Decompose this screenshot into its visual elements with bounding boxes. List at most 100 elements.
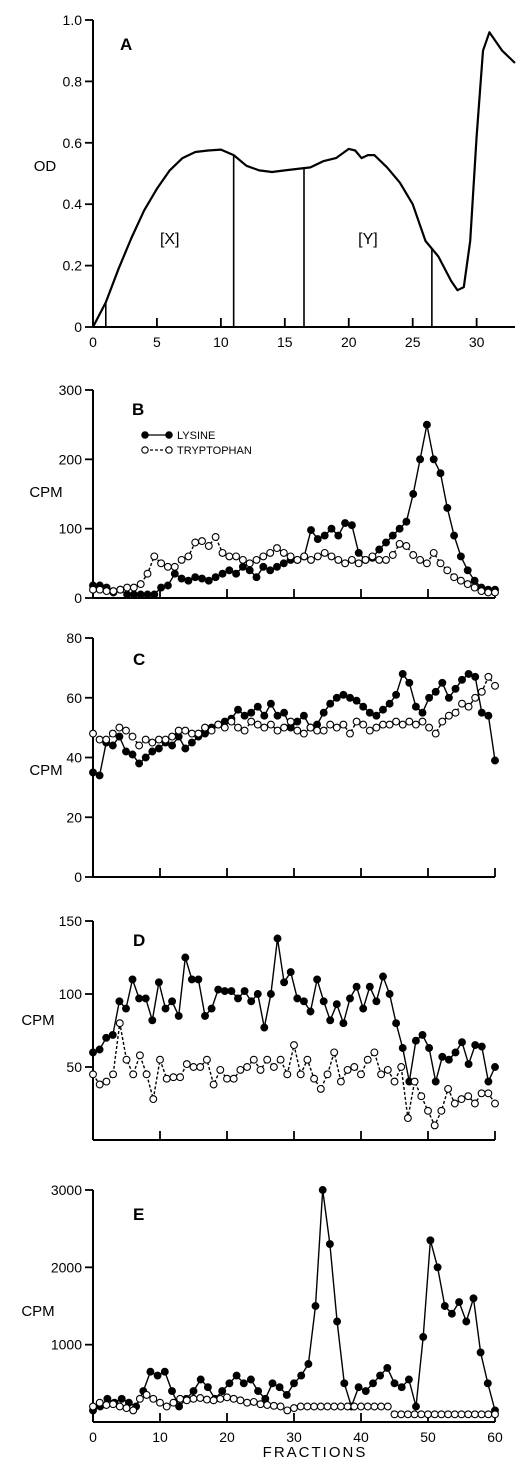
data-point-lysine [326,1016,335,1025]
data-point-lysine [352,982,361,991]
data-point-tryptophan [363,1055,372,1064]
data-point-tryptophan [279,548,288,557]
data-point-lysine [332,693,341,702]
data-point-lysine [146,1367,155,1376]
data-point-tryptophan [422,559,431,568]
data-point-tryptophan [416,555,425,564]
data-point-tryptophan [458,699,466,708]
data-point-tryptophan [116,585,125,594]
data-point-tryptophan [438,717,447,726]
data-point-tryptophan [249,1397,258,1406]
data-point-tryptophan [425,723,434,732]
data-point-lysine [154,744,163,753]
data-point-lysine [117,1394,126,1403]
data-point-lysine [279,559,288,568]
panel-letter: B [132,400,144,419]
data-point-tryptophan [477,1089,486,1098]
data-point-tryptophan [163,562,172,571]
data-point-lysine [259,562,268,571]
data-point-tryptophan [450,1099,459,1108]
data-point-tryptophan [95,1398,104,1407]
data-point-tryptophan [491,588,499,597]
data-point-tryptophan [418,717,427,726]
data-point-tryptophan [357,1070,365,1079]
data-point-tryptophan [109,1070,118,1079]
data-point-tryptophan [249,1055,258,1064]
data-point-tryptophan [450,1410,459,1419]
data-point-tryptophan [115,1402,124,1411]
data-point-tryptophan [444,1084,453,1093]
data-point-lysine [240,711,249,720]
data-point-lysine [227,987,236,996]
data-point-tryptophan [477,587,486,596]
data-point-tryptophan [379,720,387,729]
data-point-lysine [491,1063,499,1071]
data-point-lysine [436,469,445,478]
data-point-tryptophan [89,729,97,738]
panel-letter: A [120,35,132,54]
data-point-tryptophan [201,723,209,732]
data-point-tryptophan [390,1077,399,1086]
data-point-lysine [398,669,407,678]
data-point-lysine [181,953,190,962]
x-tick-label: 40 [353,1429,369,1445]
data-point-lysine [275,1383,284,1392]
data-point-lysine [95,771,104,780]
data-point-lysine [143,590,152,599]
data-point-lysine [218,569,227,578]
data-point-lysine [462,1317,471,1326]
x-tick-label: 10 [213,334,229,350]
data-point-lysine [477,1042,486,1051]
data-point-lysine [425,693,434,702]
data-point-tryptophan [169,1073,178,1082]
data-point-tryptophan [162,1402,171,1411]
data-point-tryptophan [176,1394,185,1403]
y-tick-label: 1.0 [63,12,83,28]
data-point-lysine [191,573,200,582]
data-point-tryptophan [464,1092,473,1101]
data-point-tryptophan [95,585,104,594]
data-point-tryptophan [456,576,465,585]
data-point-lysine [418,1030,427,1039]
data-point-tryptophan [403,1410,412,1419]
data-point-tryptophan [209,1396,218,1405]
data-point-tryptophan [293,555,302,564]
data-point-tryptophan [263,1055,272,1064]
data-point-tryptophan [253,720,262,729]
y-axis-label: CPM [21,1012,54,1029]
data-point-tryptophan [143,569,152,578]
data-point-lysine [141,753,150,762]
data-point-lysine [352,696,361,705]
data-point-tryptophan [129,1406,138,1415]
data-point-lysine [148,747,157,756]
data-point-tryptophan [223,1074,231,1083]
data-point-tryptophan [95,1080,104,1089]
data-point-lysine [286,968,295,977]
data-point-tryptophan [229,1394,238,1403]
data-point-tryptophan [283,1070,292,1079]
data-point-tryptophan [388,551,397,559]
data-point-tryptophan [182,1396,191,1405]
data-point-lysine [163,581,172,590]
data-point-lysine [177,574,186,583]
data-point-tryptophan [252,555,261,564]
data-point-tryptophan [326,720,335,729]
data-point-tryptophan [263,1401,272,1409]
data-point-lysine [273,934,282,943]
data-point-tryptophan [122,726,130,735]
data-point-lysine [196,1375,205,1384]
series-line-lysine [93,424,495,596]
data-point-tryptophan [157,559,166,568]
data-point-tryptophan [392,717,401,726]
data-point-tryptophan [491,1410,499,1419]
data-point-lysine [168,741,177,750]
y-tick-label: 40 [66,750,82,766]
data-point-tryptophan [410,1077,419,1086]
data-point-tryptophan [286,717,295,726]
data-point-tryptophan [184,552,193,561]
data-point-lysine [365,708,374,717]
data-point-lysine [95,1045,104,1054]
data-point-tryptophan [243,1398,252,1407]
data-point-tryptophan [122,1404,131,1413]
